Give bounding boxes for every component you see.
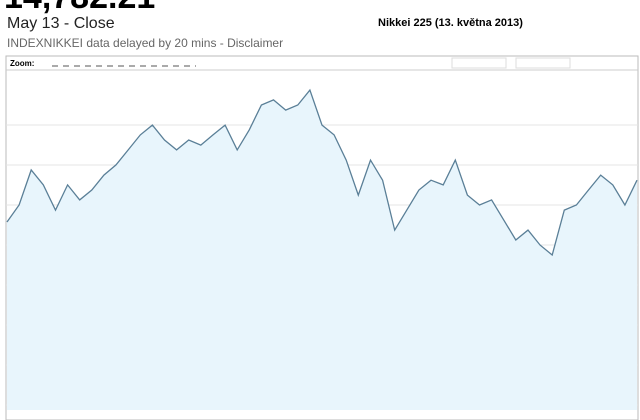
chart-title: Nikkei 225 (13. května 2013) (378, 17, 523, 29)
delay-note: INDEXNIKKEI data delayed by 20 mins - Di… (7, 36, 284, 50)
price: 14,782.21 (4, 0, 155, 17)
date-box[interactable] (515, 57, 571, 69)
price-line (6, 88, 638, 257)
area (7, 90, 637, 410)
zoom-label: Zoom: (10, 59, 34, 68)
close-label: May 13 - Close (7, 15, 115, 32)
date-box[interactable] (451, 57, 507, 69)
